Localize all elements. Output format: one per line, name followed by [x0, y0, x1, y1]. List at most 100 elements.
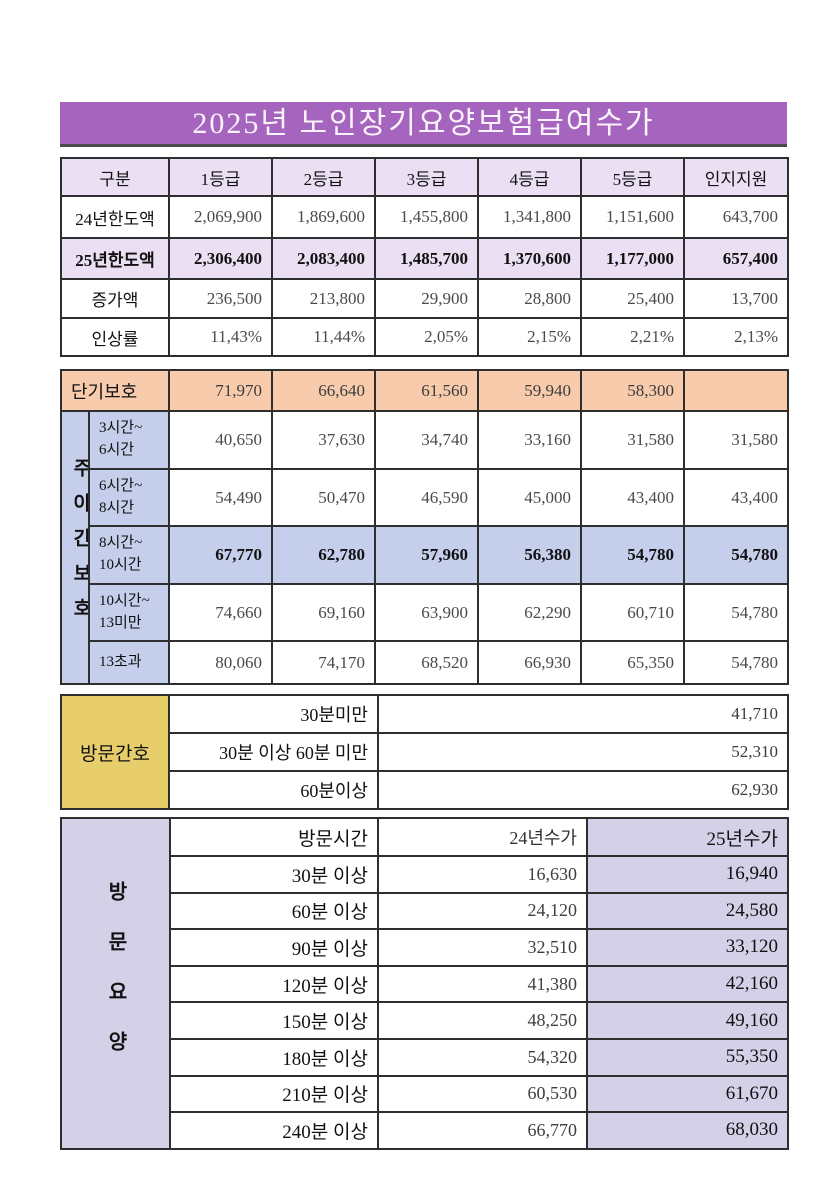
value-cell: 63,900 — [374, 583, 479, 642]
value-cell: 62,780 — [271, 525, 376, 585]
visit-care-header-row: 방문요양 방문시간 24년수가 25년수가 — [60, 817, 789, 1150]
value-cell: 2,083,400 — [271, 237, 376, 280]
row-daynight-over13: 13초과 80,060 74,170 68,520 66,930 65,350 … — [61, 640, 789, 685]
time-range-line2: 6시간 — [99, 442, 135, 458]
row-nursing-30to60: 30분 이상 60분 미만 52,310 — [61, 732, 789, 772]
value-cell-2024: 54,320 — [377, 1037, 588, 1077]
column-header-gubun: 구분 — [60, 157, 170, 197]
value-cell: 31,580 — [683, 410, 789, 470]
page-title: 2025년 노인장기요양보험급여수가 — [60, 102, 787, 147]
value-cell-2025: 16,940 — [586, 855, 789, 894]
value-cell: 66,930 — [477, 640, 582, 685]
value-cell: 657,400 — [683, 237, 789, 280]
vertical-section-label-visit-care: 방문요양 — [60, 817, 171, 1150]
row-nursing-over60: 60분이상 62,930 — [61, 770, 789, 810]
row-increase-amount: 증가액 236,500 213,800 29,900 28,800 25,400… — [60, 278, 789, 319]
time-range-line1: 6시간~ — [99, 477, 143, 494]
short-term-day-night-table: 단기보호 71,970 66,640 61,560 59,940 58,300 … — [60, 369, 789, 685]
value-cell: 62,290 — [477, 583, 582, 642]
time-range-label: 180분 이상 — [169, 1037, 379, 1077]
time-range-label: 30분 이상 60분 미만 — [168, 732, 379, 772]
time-range-label: 90분 이상 — [169, 928, 379, 967]
value-cell: 59,940 — [477, 369, 582, 412]
row-care-210: 210분 이상 60,530 61,670 — [61, 1074, 789, 1114]
value-cell: 69,160 — [271, 583, 376, 642]
row-label: 증가액 — [60, 278, 170, 319]
value-cell: 643,700 — [683, 195, 789, 239]
value-cell: 34,740 — [374, 410, 479, 470]
value-cell-2025: 49,160 — [586, 1001, 789, 1040]
row-nursing-under30: 방문간호 30분미만 41,710 — [60, 694, 789, 810]
visit-nursing-table: 방문간호 30분미만 41,710 30분 이상 60분 미만 52,310 6… — [60, 694, 789, 810]
time-range-label: 210분 이상 — [169, 1074, 379, 1114]
column-header-rate-2024: 24년수가 — [377, 817, 588, 857]
value-cell-empty — [683, 369, 789, 412]
value-cell: 1,177,000 — [580, 237, 685, 280]
value-cell-2024: 41,380 — [377, 964, 588, 1004]
row-care-150: 150분 이상 48,250 49,160 — [61, 1001, 789, 1040]
value-cell: 25,400 — [580, 278, 685, 319]
visit-care-table: 방문요양 방문시간 24년수가 25년수가 30분 이상 16,630 16,9… — [60, 817, 789, 1150]
vertical-section-label-day-night: 주야간보호 — [60, 410, 90, 685]
value-cell: 67,770 — [168, 525, 273, 585]
time-range-label: 6시간~ 8시간 — [88, 468, 170, 527]
row-care-90: 90분 이상 32,510 33,120 — [61, 928, 789, 967]
value-cell: 45,000 — [477, 468, 582, 527]
value-cell: 1,485,700 — [374, 237, 479, 280]
value-cell: 68,520 — [374, 640, 479, 685]
value-cell: 54,490 — [168, 468, 273, 527]
value-cell: 33,160 — [477, 410, 582, 470]
time-range-label: 10시간~ 13미만 — [88, 583, 170, 642]
value-cell: 54,780 — [683, 640, 789, 685]
value-cell: 66,640 — [271, 369, 376, 412]
value-cell: 74,660 — [168, 583, 273, 642]
value-cell: 54,780 — [580, 525, 685, 585]
row-daynight-10to13: 10시간~ 13미만 74,660 69,160 63,900 62,290 6… — [61, 583, 789, 642]
time-range-label: 13초과 — [88, 640, 170, 685]
value-cell: 41,710 — [377, 694, 789, 734]
time-range-label: 30분 이상 — [169, 855, 379, 894]
value-cell: 2,13% — [683, 317, 789, 357]
value-cell-2025: 68,030 — [586, 1111, 789, 1150]
time-range-label: 8시간~ 10시간 — [88, 525, 170, 585]
vertical-label-text: 방문요양 — [104, 880, 127, 1081]
time-range-label: 3시간~ 6시간 — [88, 410, 170, 470]
row-care-60: 60분 이상 24,120 24,580 — [61, 891, 789, 931]
value-cell: 74,170 — [271, 640, 376, 685]
row-label-short-term: 단기보호 — [60, 369, 170, 412]
value-cell: 2,05% — [374, 317, 479, 357]
row-increase-rate: 인상률 11,43% 11,44% 2,05% 2,15% 2,21% 2,13… — [60, 317, 789, 357]
value-cell: 11,43% — [168, 317, 273, 357]
value-cell: 236,500 — [168, 278, 273, 319]
value-cell: 50,470 — [271, 468, 376, 527]
value-cell: 29,900 — [374, 278, 479, 319]
column-header-rate-2025: 25년수가 — [586, 817, 789, 857]
value-cell: 80,060 — [168, 640, 273, 685]
value-cell-2024: 32,510 — [377, 928, 588, 967]
vertical-label-text: 주야간보호 — [70, 457, 89, 633]
value-cell: 43,400 — [580, 468, 685, 527]
time-range-line2: 8시간 — [99, 499, 135, 516]
value-cell: 2,069,900 — [168, 195, 273, 239]
value-cell: 37,630 — [271, 410, 376, 470]
row-label: 24년한도액 — [60, 195, 170, 239]
value-cell: 13,700 — [683, 278, 789, 319]
row-care-180: 180분 이상 54,320 55,350 — [61, 1037, 789, 1077]
value-cell-2024: 48,250 — [377, 1001, 588, 1040]
row-care-240: 240분 이상 66,770 68,030 — [61, 1111, 789, 1150]
value-cell: 11,44% — [271, 317, 376, 357]
time-range-label: 60분이상 — [168, 770, 379, 810]
row-care-30: 30분 이상 16,630 16,940 — [61, 855, 789, 894]
time-range-line1: 13초과 — [99, 653, 142, 670]
value-cell-2024: 66,770 — [377, 1111, 588, 1150]
value-cell-2024: 60,530 — [377, 1074, 588, 1114]
row-short-term: 단기보호 71,970 66,640 61,560 59,940 58,300 — [60, 369, 789, 412]
column-header-grade3: 3등급 — [374, 157, 479, 197]
time-range-label: 240분 이상 — [169, 1111, 379, 1150]
time-range-line1: 8시간~ — [99, 535, 143, 552]
value-cell: 2,306,400 — [168, 237, 273, 280]
column-header-grade4: 4등급 — [477, 157, 582, 197]
value-cell: 43,400 — [683, 468, 789, 527]
time-range-line2: 10시간 — [99, 557, 142, 573]
